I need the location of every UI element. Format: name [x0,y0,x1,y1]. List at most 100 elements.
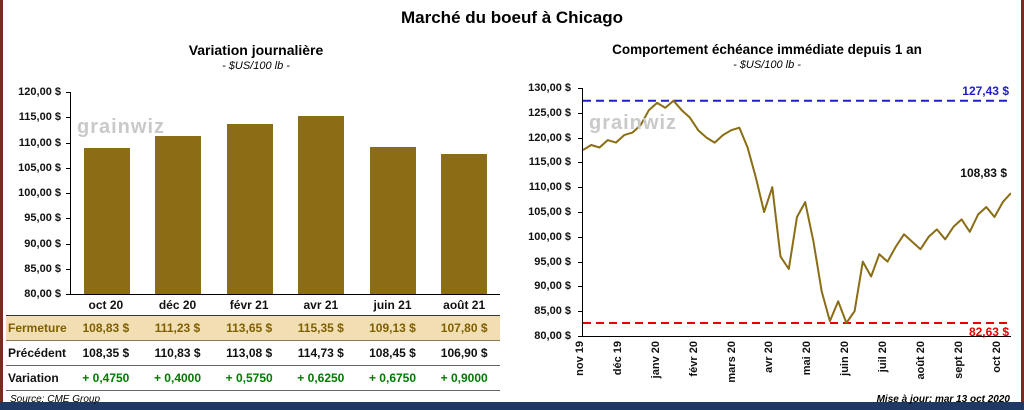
table-cell: 108,35 $ [82,346,130,360]
bar [155,136,202,294]
price-table: oct 20 déc 20 févr 21 avr 21 juin 21 aoû… [6,295,500,391]
table-cell: 113,08 $ [226,346,273,360]
y-axis-tick [578,137,582,139]
x-axis-label: nov 19 [574,341,586,376]
month-header: oct 20 [88,298,124,312]
y-axis-label: 100,00 $ [18,187,61,199]
table-row-precedent: Précédent 108,35 $ 110,83 $ 113,08 $ 114… [6,341,500,366]
x-axis-label: juil 20 [877,341,889,373]
bar [83,148,130,294]
update-note: Mise à jour: mar 13 oct 2020 [876,394,1010,405]
bottom-accent-bar [0,402,1024,410]
y-axis-label: 115,00 $ [528,156,571,169]
y-axis-label: 80,00 $ [534,330,571,342]
line-chart-plot: grainwiz 127,43 $ 82,63 $ 108,83 $ [582,84,1012,339]
right-border-decor [1021,0,1024,410]
table-cell: + 0,4750 [82,371,130,385]
bar [369,146,416,294]
row-label-variation: Variation [8,371,59,385]
table-row-variation: Variation + 0,4750 + 0,4000 + 0,5750 + 0… [6,366,500,391]
table-cell: + 0,6250 [297,371,345,385]
table-cell: 108,83 $ [82,321,130,335]
x-axis-label: avr 20 [763,341,776,373]
line-chart-section: Comportement échéance immédiate depuis 1… [516,42,1018,398]
y-axis-label: 110,00 $ [18,136,61,149]
y-axis-label: 120,00 $ [18,86,61,98]
y-axis-tick [578,212,582,213]
page-title: Marché du boeuf à Chicago [401,8,623,27]
y-axis-label: 105,00 $ [528,206,571,218]
corner-cell [6,295,70,315]
y-axis-tick [578,311,582,313]
bar-group [71,92,500,294]
x-axis-label: oct 20 [990,341,1003,373]
table-cell: 115,35 $ [297,321,344,335]
y-axis-tick [66,193,70,194]
table-header-months: oct 20 déc 20 févr 21 avr 21 juin 21 aoû… [6,295,500,316]
y-axis-tick [66,218,70,220]
y-axis-label: 85,00 $ [534,305,571,318]
line-chart-x-axis: nov 19 déc 19 janv 20 févr 20 mars 20 avr 20 m… [574,339,1010,399]
table-cell: + 0,6750 [368,371,417,385]
y-axis-label: 120,00 $ [528,131,571,144]
table-cell: + 0,9000 [440,371,488,385]
y-axis-tick [578,88,582,89]
month-header: févr 21 [229,298,269,312]
month-header: août 21 [443,298,486,312]
line-chart-title: Comportement échéance immédiate depuis 1… [612,42,922,57]
bar-chart-section: Variation journalière - $US/100 lb - 120… [6,42,506,302]
table-row-fermeture: Fermeture 108,83 $ 111,23 $ 113,65 $ 115… [6,316,500,341]
row-label-precedent: Précédent [8,346,67,360]
table-cell: 113,65 $ [226,321,273,335]
y-axis-tick [578,162,582,164]
table-cell: 110,83 $ [154,346,201,360]
bar-chart-plot: grainwiz [70,92,500,295]
x-axis-label: sept 20 [952,341,965,379]
y-axis-label: 90,00 $ [24,237,61,250]
y-axis-label: 105,00 $ [18,161,61,174]
y-axis-tick [66,142,70,144]
table-cell: 107,80 $ [440,321,488,335]
y-axis-label: 125,00 $ [528,106,571,119]
y-axis-tick [578,261,582,263]
x-axis-label: févr 20 [687,341,700,377]
y-axis-tick [578,286,582,288]
x-axis-label: mai 20 [801,341,814,376]
line-chart-canvas [582,99,1012,324]
table-cell: 114,73 $ [297,346,344,360]
x-axis-label: août 20 [914,341,927,380]
x-axis-label: mars 20 [725,341,738,383]
y-axis-label: 100,00 $ [528,230,571,243]
max-line-label: 127,43 $ [962,84,1009,98]
table-cell: 108,45 $ [369,346,416,360]
table-cell: 109,13 $ [369,321,416,335]
month-header: déc 20 [158,298,197,312]
last-value-label: 108,83 $ [960,166,1007,180]
y-axis-tick [578,236,582,238]
table-cell: + 0,5750 [225,371,273,385]
y-axis-label: 115,00 $ [18,111,61,124]
left-border-decor [0,0,3,410]
x-axis-label: juin 20 [839,341,852,376]
min-line-label: 82,63 $ [968,325,1009,339]
bar-chart-y-axis: 120,00 $ 115,00 $ 110,00 $ 105,00 $ 100,00 $… [6,86,70,300]
month-header: avr 21 [303,298,339,312]
y-axis-tick [578,187,582,189]
y-axis-tick [66,294,70,295]
x-axis-label: janv 20 [649,341,662,379]
y-axis-tick [66,268,70,270]
y-axis-tick [578,112,582,114]
bar [441,153,488,294]
bar-chart-subtitle: - $US/100 lb - [222,60,290,72]
source-note: Source: CME Group [10,394,101,405]
table-cell: 111,23 $ [154,321,201,335]
y-axis-tick [66,92,70,93]
y-axis-tick [578,336,582,337]
row-label-fermeture: Fermeture [8,321,67,335]
table-cell: + 0,4000 [153,371,202,385]
table-cell: 106,90 $ [440,346,488,360]
y-axis-label: 110,00 $ [528,181,571,194]
y-axis-tick [66,167,70,169]
y-axis-label: 85,00 $ [24,262,61,275]
